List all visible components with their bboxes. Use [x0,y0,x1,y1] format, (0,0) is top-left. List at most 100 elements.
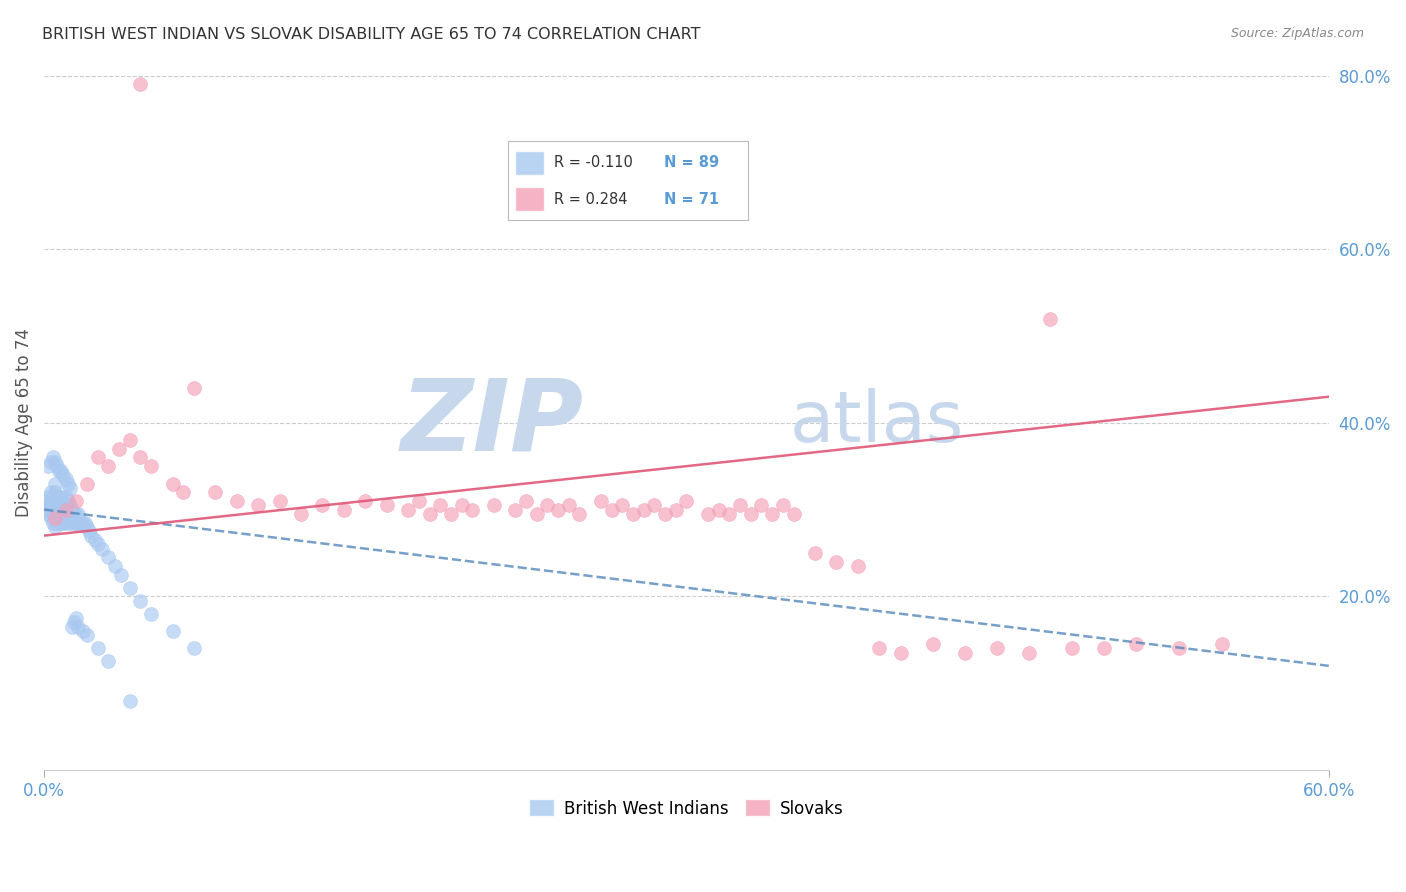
Text: R = 0.284: R = 0.284 [554,192,627,207]
Point [56,511,79,525]
Point [654,507,676,521]
Point [751,498,773,512]
Point [461,502,484,516]
Point [515,494,537,508]
Point [60,620,83,634]
Point [375,498,398,512]
Point [73,516,96,530]
Point [63,615,86,630]
Point [48,463,70,477]
Point [60,511,83,525]
Point [37,459,59,474]
Point [59,516,82,530]
Point [55,490,77,504]
Point [44,520,66,534]
Point [526,507,548,521]
Point [67,516,90,530]
Point [396,502,419,516]
Point [44,455,66,469]
Point [408,494,430,508]
Point [665,502,688,516]
Point [450,498,472,512]
Point [46,498,69,512]
Text: N = 71: N = 71 [664,192,718,207]
Point [204,485,226,500]
Point [643,498,665,512]
Point [804,546,827,560]
Point [56,502,79,516]
Point [696,507,718,521]
Point [63,516,86,530]
Point [35,494,58,508]
Point [118,693,141,707]
Point [44,485,66,500]
Point [718,507,741,521]
Point [37,498,59,512]
Point [482,498,505,512]
Point [56,476,79,491]
Point [675,494,697,508]
Point [118,433,141,447]
Y-axis label: Disability Age 65 to 74: Disability Age 65 to 74 [15,328,32,517]
Point [1039,311,1062,326]
Point [48,507,70,521]
Point [97,655,120,669]
Point [37,490,59,504]
Point [269,494,291,508]
Point [51,498,73,512]
Point [825,555,848,569]
Point [46,490,69,504]
Point [51,490,73,504]
Point [39,502,62,516]
Point [547,502,569,516]
Bar [515,151,544,175]
Point [172,485,194,500]
Point [1211,637,1233,651]
Point [183,641,205,656]
Point [536,498,558,512]
Point [52,507,75,521]
Text: R = -0.110: R = -0.110 [554,155,633,170]
Point [761,507,783,521]
Point [782,507,804,521]
Point [39,511,62,525]
Point [55,507,77,521]
Point [76,628,98,642]
Point [129,450,152,465]
Point [48,498,70,512]
Text: ZIP: ZIP [401,375,583,471]
Point [440,507,463,521]
Point [77,524,100,539]
Point [568,507,591,521]
Point [39,455,62,469]
Point [86,450,108,465]
Text: atlas: atlas [789,388,963,458]
Point [41,498,63,512]
Point [707,502,730,516]
Point [728,498,751,512]
Text: N = 89: N = 89 [664,155,718,170]
Point [80,528,103,542]
Point [59,481,82,495]
Point [55,502,77,516]
Point [890,646,912,660]
Point [1060,641,1083,656]
Point [51,516,73,530]
Point [1018,646,1040,660]
Point [503,502,526,516]
Point [72,516,94,530]
Point [612,498,634,512]
Point [55,472,77,486]
Text: BRITISH WEST INDIAN VS SLOVAK DISABILITY AGE 65 TO 74 CORRELATION CHART: BRITISH WEST INDIAN VS SLOVAK DISABILITY… [42,27,700,42]
Point [846,559,869,574]
Point [354,494,377,508]
Point [46,507,69,521]
Point [589,494,612,508]
Point [129,77,152,91]
Point [51,463,73,477]
Point [986,641,1008,656]
Point [41,507,63,521]
Point [41,450,63,465]
Point [772,498,794,512]
Point [44,511,66,525]
